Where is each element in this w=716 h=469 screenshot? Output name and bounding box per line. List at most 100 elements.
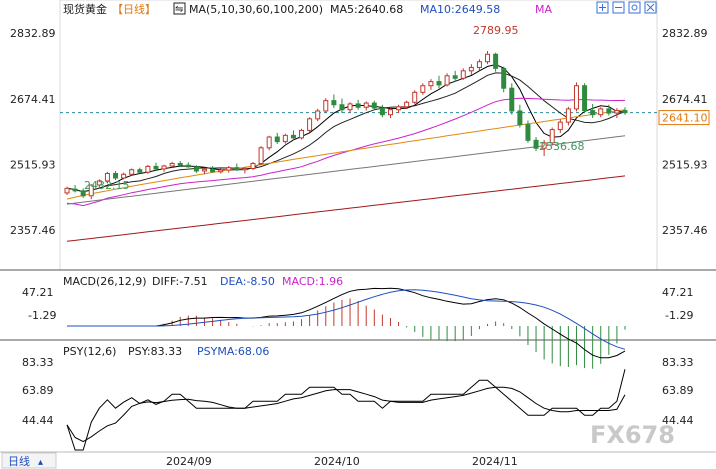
date-tick: 2024/11 [472, 455, 518, 468]
candle-body [404, 101, 410, 108]
moving-average-lines [66, 63, 626, 242]
price-tick-left: 2832.89 [10, 27, 56, 40]
psy-plot [66, 369, 626, 451]
ma-icon[interactable]: ⇋ [175, 4, 183, 15]
settings-icon[interactable] [628, 1, 641, 14]
candle-body [436, 81, 442, 86]
candle-body [485, 53, 491, 63]
candle-body [307, 118, 313, 131]
candle-body [509, 87, 515, 112]
psyma-value: PSYMA:68.06 [197, 345, 269, 358]
candle-body [565, 108, 571, 123]
candle-body [80, 190, 86, 197]
candle-body [169, 163, 175, 167]
candle-body [387, 109, 393, 116]
candle-body [420, 85, 426, 93]
candle-body [258, 147, 264, 165]
period-label[interactable]: 【日线】 [112, 2, 156, 16]
macd-value: MACD:1.96 [282, 275, 343, 288]
low-annotation-1: 2432.15 [84, 179, 130, 192]
candle-body [145, 165, 151, 173]
macd-diff-value: DIFF:-7.51 [152, 275, 208, 288]
macd-tick-right-2: -1.29 [665, 309, 693, 322]
candle-body [242, 167, 248, 171]
candle-body [493, 53, 499, 69]
price-tick-left: 2515.93 [10, 158, 56, 171]
date-tick: 2024/09 [166, 455, 212, 468]
candle-body [72, 188, 78, 192]
psy-tick-left-2: 63.89 [22, 384, 54, 397]
candle-body [299, 129, 305, 139]
macd-tick-left-2: -1.29 [28, 309, 56, 322]
candle-body [501, 67, 507, 89]
psyma-line [66, 386, 626, 443]
price-tick-right: 2674.41 [662, 93, 708, 106]
zoom-in-icon[interactable] [596, 1, 609, 14]
candle-body [355, 103, 361, 108]
candle-body [582, 85, 588, 112]
candle-body [161, 165, 167, 170]
candle-body [614, 110, 620, 114]
candle-body [525, 124, 531, 141]
candle-body [331, 100, 337, 106]
psy-tick-left-1: 83.33 [22, 356, 54, 369]
period-button-label[interactable]: 日线 [8, 454, 30, 468]
close-icon[interactable] [644, 1, 657, 14]
price-tick-left: 2674.41 [10, 93, 56, 106]
main-panel-frame [59, 0, 658, 271]
candle-body [363, 102, 369, 108]
psy-tick-right-3: 44.44 [662, 414, 694, 427]
ma5-value: MA5:2640.68 [330, 3, 403, 16]
candle-body [549, 129, 555, 144]
candle-body [468, 67, 474, 72]
psy-tick-right-1: 83.33 [662, 356, 694, 369]
candle-body [379, 107, 385, 116]
macd-tick-right-1: 47.21 [662, 286, 694, 299]
candle-body [315, 110, 321, 120]
psy-tick-right-2: 63.89 [662, 384, 694, 397]
zoom-out-icon[interactable] [612, 1, 625, 14]
price-tick-right: 2515.93 [662, 158, 708, 171]
candle-body [218, 169, 224, 173]
psy-title: PSY(12,6) [63, 345, 116, 358]
candle-body [96, 180, 102, 186]
candle-body [234, 167, 240, 171]
period-button-arrow[interactable]: ▴ [38, 457, 43, 468]
current-price-label: 2641.10 [662, 112, 708, 125]
candle-body [193, 166, 199, 172]
candle-body [517, 110, 523, 126]
candle-body [396, 106, 402, 111]
ma200-line [66, 175, 626, 242]
macd-plot [67, 287, 626, 369]
candle-body [444, 75, 450, 86]
candle-body [153, 165, 159, 170]
candle-body [185, 164, 191, 168]
psy-line [66, 369, 626, 451]
candle-body [121, 173, 127, 179]
high-annotation: 2789.95 [473, 24, 519, 37]
candle-body [323, 100, 329, 112]
ma30-line [66, 97, 626, 207]
ma10-value: MA10:2649.58 [420, 3, 500, 16]
candle-body [598, 108, 604, 116]
macd-dea-value: DEA:-8.50 [220, 275, 275, 288]
candle-body [460, 70, 466, 79]
instrument-title: 现货黄金 [63, 2, 107, 16]
candle-body [590, 110, 596, 116]
period-button[interactable] [1, 452, 57, 469]
ma100-line [66, 135, 626, 205]
candle-body [452, 75, 458, 79]
date-tick: 2024/10 [314, 455, 360, 468]
candle-body [282, 134, 288, 143]
ma-settings-label: MA(5,10,30,60,100,200) [189, 3, 323, 16]
candle-body [347, 103, 353, 111]
psy-value: PSY:83.33 [128, 345, 182, 358]
candle-body [371, 102, 377, 109]
macd-dea-line [67, 289, 626, 350]
candle-body [64, 187, 70, 194]
candle-body [266, 136, 272, 149]
ma-icon-box[interactable] [173, 2, 186, 15]
candle-body [428, 81, 434, 87]
candle-body [412, 91, 418, 103]
